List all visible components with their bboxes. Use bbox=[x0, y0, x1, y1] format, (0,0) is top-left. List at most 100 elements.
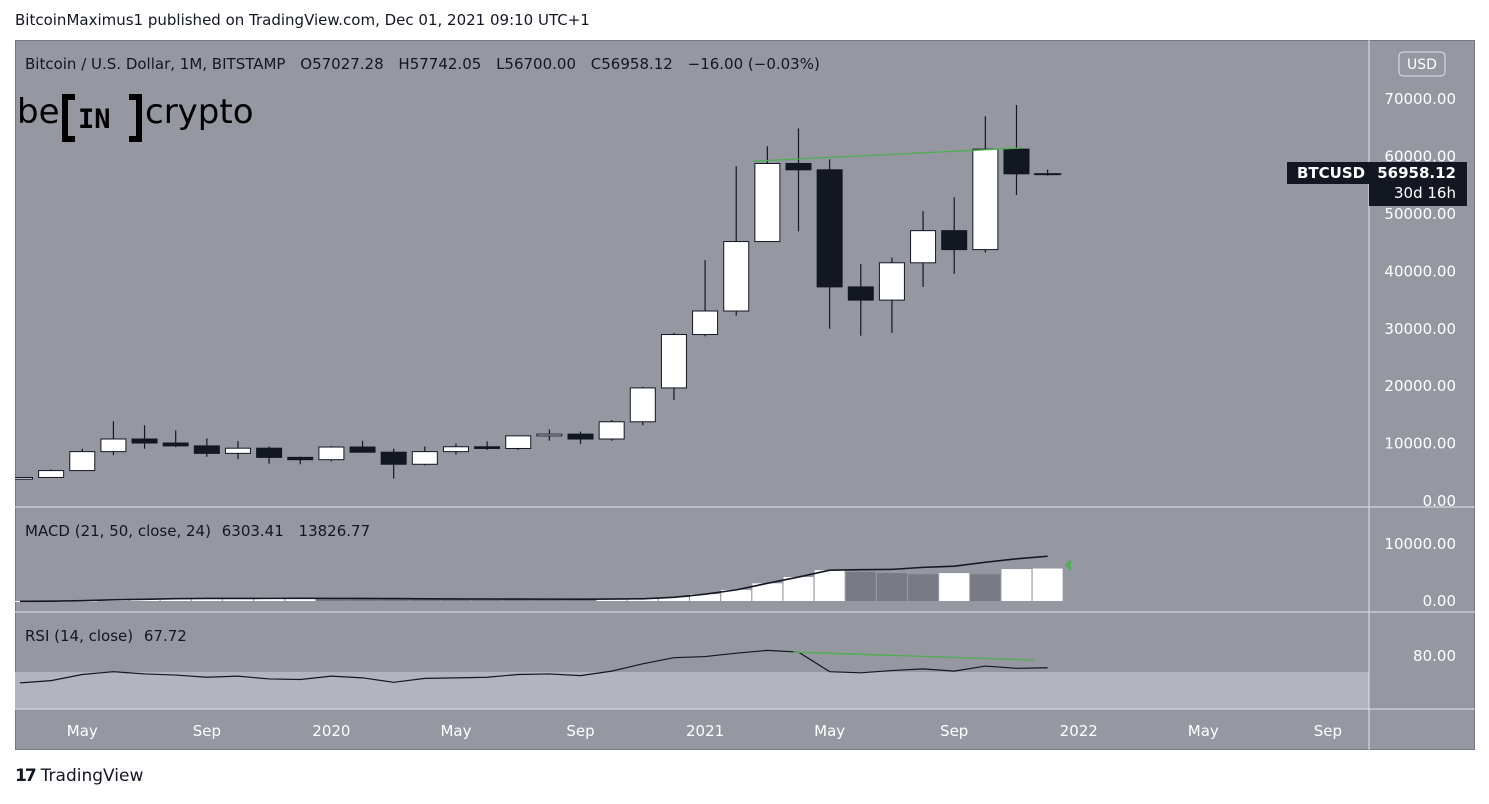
resistance-trendline bbox=[753, 147, 1022, 162]
candle bbox=[598, 420, 625, 441]
up-candle bbox=[536, 433, 563, 437]
candle bbox=[256, 446, 283, 464]
high-label: H bbox=[398, 55, 409, 73]
candle bbox=[629, 386, 656, 426]
macd-histogram-bar bbox=[721, 589, 752, 601]
up-candle bbox=[15, 476, 33, 480]
candle bbox=[847, 263, 874, 336]
down-candle bbox=[474, 446, 501, 449]
candles bbox=[15, 104, 1062, 480]
candle bbox=[692, 260, 719, 337]
main-pane-bg bbox=[15, 40, 1475, 750]
symbol-name: Bitcoin / U.S. Dollar, 1M, BITSTAMP bbox=[25, 55, 285, 73]
down-candle bbox=[847, 286, 874, 301]
up-candle bbox=[692, 310, 719, 336]
macd-histogram-bar bbox=[472, 599, 503, 601]
macd-tick-label: 0.00 bbox=[1423, 592, 1456, 610]
down-candle bbox=[193, 445, 220, 454]
candle bbox=[131, 425, 158, 449]
candle bbox=[100, 421, 127, 456]
macd-histogram-bar bbox=[503, 599, 534, 601]
rsi-divergence-trendline bbox=[793, 651, 1034, 661]
price-tick-label: 0.00 bbox=[1423, 492, 1456, 510]
macd-line bbox=[19, 555, 1048, 603]
change-value: −16.00 (−0.03%) bbox=[688, 55, 820, 73]
macd-histogram-bar bbox=[222, 598, 253, 601]
rsi-legend: RSI (14, close) 67.72 bbox=[25, 627, 187, 645]
open-label: O bbox=[300, 55, 312, 73]
time-tick-label: 2020 bbox=[312, 722, 350, 740]
up-candle bbox=[505, 435, 532, 449]
price-tick-label: 60000.00 bbox=[1384, 148, 1456, 166]
chart-area[interactable]: Bitcoin / U.S. Dollar, 1M, BITSTAMP O570… bbox=[15, 40, 1475, 750]
rsi-value: 67.72 bbox=[144, 627, 187, 645]
candle bbox=[15, 476, 33, 480]
time-tick-label: Sep bbox=[1314, 722, 1342, 740]
candle bbox=[349, 440, 376, 453]
low-value: 56700.00 bbox=[504, 55, 576, 73]
footer: 17 TradingView bbox=[15, 766, 143, 786]
up-candle bbox=[754, 162, 781, 243]
price-tick-label: 40000.00 bbox=[1384, 262, 1456, 280]
macd-legend: MACD (21, 50, close, 24) 6303.41 13826.7… bbox=[25, 522, 370, 540]
time-tick-label: 2022 bbox=[1060, 722, 1098, 740]
up-candle bbox=[910, 230, 937, 264]
down-candle bbox=[162, 442, 189, 447]
candle bbox=[505, 435, 532, 450]
down-candle bbox=[256, 447, 283, 458]
down-candle bbox=[567, 433, 594, 440]
macd-histogram-bar bbox=[316, 598, 347, 601]
macd-histogram-bar bbox=[160, 598, 191, 601]
time-axis[interactable]: May Sep 2020 May Sep 2021 May Sep 2022 May Sep bbox=[67, 722, 1342, 740]
macd-histogram-bar bbox=[939, 573, 970, 601]
up-candle bbox=[660, 334, 687, 389]
macd-histogram-bar bbox=[378, 598, 409, 601]
rsi-line bbox=[19, 649, 1048, 684]
candle bbox=[816, 159, 843, 329]
time-tick-label: May bbox=[814, 722, 845, 740]
currency-button-bg[interactable] bbox=[1398, 51, 1446, 77]
symbol-title: Bitcoin / U.S. Dollar, 1M, BITSTAMP O570… bbox=[25, 55, 820, 73]
macd-histogram-bar bbox=[690, 594, 721, 601]
price-tick-label: 10000.00 bbox=[1384, 435, 1456, 453]
macd-pane: 10000.00 0.00 bbox=[15, 535, 1456, 610]
up-candle bbox=[318, 446, 345, 461]
macd-histogram-bar bbox=[752, 583, 783, 601]
open-value: 57027.28 bbox=[312, 55, 384, 73]
price-tag: BTCUSD 56958.12 30d 16h bbox=[1287, 162, 1467, 206]
rsi-tick-label: 80.00 bbox=[1413, 647, 1456, 665]
price-axis[interactable]: 70000.00 60000.00 50000.00 40000.00 30000.00… bbox=[1384, 90, 1456, 510]
logo-bracket-left bbox=[62, 94, 75, 142]
down-candle bbox=[941, 230, 968, 251]
price-tag-symbol: BTCUSD bbox=[1297, 164, 1365, 182]
candle bbox=[567, 431, 594, 445]
currency-button[interactable]: USD bbox=[1407, 57, 1437, 73]
up-candle bbox=[38, 470, 65, 478]
time-tick-label: Sep bbox=[940, 722, 968, 740]
rsi-pane: 80.00 bbox=[19, 647, 1456, 684]
down-candle bbox=[131, 438, 158, 444]
macd-histogram-bar bbox=[627, 598, 658, 601]
rsi-band bbox=[15, 672, 1369, 709]
time-tick-label: May bbox=[67, 722, 98, 740]
macd-histogram-bar bbox=[534, 599, 565, 601]
candle bbox=[723, 166, 750, 316]
price-tag-price: 56958.12 bbox=[1377, 164, 1456, 182]
candle bbox=[69, 448, 96, 472]
up-candle bbox=[100, 438, 127, 453]
macd-histogram-bar bbox=[658, 597, 689, 601]
low-label: L bbox=[496, 55, 505, 73]
up-candle bbox=[972, 148, 999, 251]
macd-histogram-bar bbox=[970, 574, 1001, 601]
up-candle bbox=[878, 262, 905, 301]
candle bbox=[162, 430, 189, 448]
macd-histogram-bar bbox=[254, 598, 285, 601]
candle bbox=[442, 443, 469, 455]
macd-histogram-bar bbox=[845, 571, 876, 601]
close-label: C bbox=[591, 55, 601, 73]
candle bbox=[193, 438, 220, 457]
macd-histogram-bar bbox=[1001, 569, 1032, 601]
logo-bracket-right bbox=[129, 94, 142, 142]
up-candle bbox=[629, 387, 656, 423]
down-candle bbox=[380, 451, 407, 465]
